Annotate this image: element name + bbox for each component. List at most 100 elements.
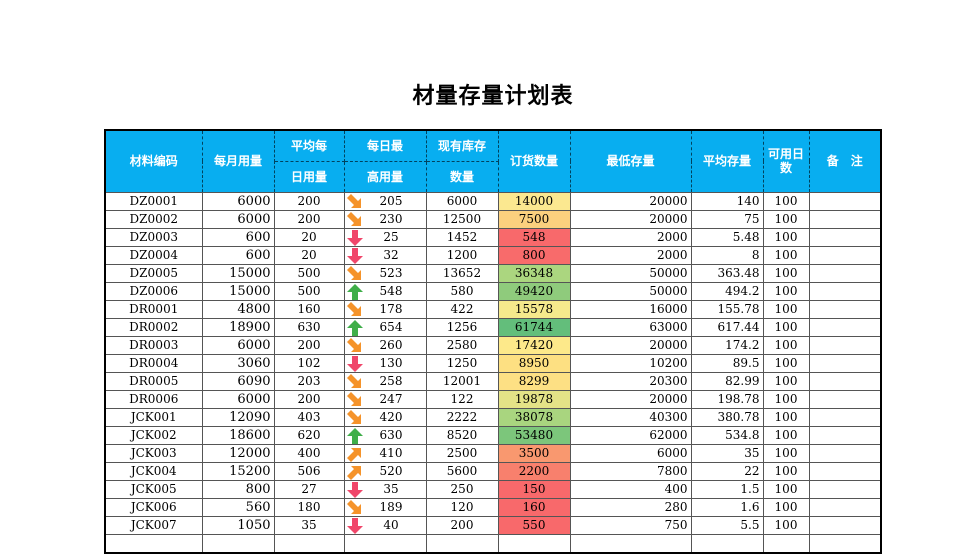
- cell-note[interactable]: [808, 209, 882, 229]
- cell-avg-daily[interactable]: 102: [273, 353, 345, 373]
- cell-monthly-usage[interactable]: 6000: [201, 191, 275, 211]
- cell-order-qty[interactable]: 550: [497, 515, 571, 535]
- cell-stock[interactable]: 12001: [425, 371, 499, 391]
- cell-material-code[interactable]: JCK007: [104, 515, 203, 535]
- cell-note[interactable]: [808, 371, 882, 391]
- header-avg-daily-bottom[interactable]: 日用量: [273, 161, 345, 192]
- cell-min-stock[interactable]: 16000: [569, 299, 692, 319]
- cell-avg-daily[interactable]: 27: [273, 479, 345, 499]
- cell-min-stock[interactable]: 400: [569, 479, 692, 499]
- cell-material-code[interactable]: JCK004: [104, 461, 203, 481]
- cell-avg-daily[interactable]: 20: [273, 245, 345, 265]
- cell-avg-stock[interactable]: 5.5: [690, 515, 764, 535]
- cell-note[interactable]: [808, 425, 882, 445]
- cell-stock[interactable]: 250: [425, 479, 499, 499]
- cell-note[interactable]: [808, 299, 882, 319]
- cell-material-code[interactable]: DR0002: [104, 317, 203, 337]
- cell-monthly-usage[interactable]: 12090: [201, 407, 275, 427]
- cell-note[interactable]: [808, 407, 882, 427]
- cell-min-stock[interactable]: 62000: [569, 425, 692, 445]
- cell-min-stock[interactable]: 50000: [569, 281, 692, 301]
- cell-note[interactable]: [808, 245, 882, 265]
- cell-order-qty[interactable]: 7500: [497, 209, 571, 229]
- cell-monthly-usage[interactable]: 800: [201, 479, 275, 499]
- cell-min-stock[interactable]: 40300: [569, 407, 692, 427]
- header-max-daily-top[interactable]: 每日最: [343, 130, 427, 162]
- cell-material-code[interactable]: JCK005: [104, 479, 203, 499]
- cell-avg-stock[interactable]: 35: [690, 443, 764, 463]
- cell-order-qty[interactable]: 19878: [497, 389, 571, 409]
- cell-max-daily[interactable]: 520: [343, 461, 427, 481]
- cell-min-stock[interactable]: 2000: [569, 227, 692, 247]
- cell-avg-daily[interactable]: 630: [273, 317, 345, 337]
- cell-min-stock[interactable]: 7800: [569, 461, 692, 481]
- cell-min-stock[interactable]: 63000: [569, 317, 692, 337]
- cell-min-stock[interactable]: 20000: [569, 191, 692, 211]
- cell-avg-stock[interactable]: 174.2: [690, 335, 764, 355]
- cell-max-daily[interactable]: 258: [343, 371, 427, 391]
- cell-order-qty[interactable]: 61744: [497, 317, 571, 337]
- cell-max-daily[interactable]: 654: [343, 317, 427, 337]
- cell-empty[interactable]: [762, 533, 810, 553]
- cell-stock[interactable]: 12500: [425, 209, 499, 229]
- cell-avg-daily[interactable]: 203: [273, 371, 345, 391]
- cell-stock[interactable]: 120: [425, 497, 499, 517]
- cell-usable-days[interactable]: 100: [762, 479, 810, 499]
- cell-avg-stock[interactable]: 89.5: [690, 353, 764, 373]
- cell-usable-days[interactable]: 100: [762, 299, 810, 319]
- cell-material-code[interactable]: DR0003: [104, 335, 203, 355]
- cell-stock[interactable]: 2500: [425, 443, 499, 463]
- cell-material-code[interactable]: DZ0004: [104, 245, 203, 265]
- cell-usable-days[interactable]: 100: [762, 353, 810, 373]
- cell-avg-daily[interactable]: 20: [273, 227, 345, 247]
- cell-usable-days[interactable]: 100: [762, 497, 810, 517]
- cell-usable-days[interactable]: 100: [762, 407, 810, 427]
- cell-note[interactable]: [808, 191, 882, 211]
- cell-usable-days[interactable]: 100: [762, 443, 810, 463]
- cell-material-code[interactable]: DZ0005: [104, 263, 203, 283]
- cell-monthly-usage[interactable]: 15200: [201, 461, 275, 481]
- cell-stock[interactable]: 422: [425, 299, 499, 319]
- header-stock-bottom[interactable]: 数量: [425, 161, 499, 192]
- cell-material-code[interactable]: DR0006: [104, 389, 203, 409]
- cell-max-daily[interactable]: 630: [343, 425, 427, 445]
- cell-monthly-usage[interactable]: 3060: [201, 353, 275, 373]
- cell-note[interactable]: [808, 479, 882, 499]
- cell-stock[interactable]: 13652: [425, 263, 499, 283]
- cell-empty[interactable]: [273, 533, 345, 553]
- cell-max-daily[interactable]: 189: [343, 497, 427, 517]
- cell-order-qty[interactable]: 38078: [497, 407, 571, 427]
- cell-note[interactable]: [808, 317, 882, 337]
- cell-usable-days[interactable]: 100: [762, 461, 810, 481]
- cell-monthly-usage[interactable]: 12000: [201, 443, 275, 463]
- cell-max-daily[interactable]: 32: [343, 245, 427, 265]
- cell-usable-days[interactable]: 100: [762, 335, 810, 355]
- cell-material-code[interactable]: DZ0001: [104, 191, 203, 211]
- cell-note[interactable]: [808, 353, 882, 373]
- header-monthly-usage[interactable]: 每月用量: [201, 130, 275, 192]
- cell-avg-stock[interactable]: 5.48: [690, 227, 764, 247]
- cell-monthly-usage[interactable]: 600: [201, 227, 275, 247]
- cell-empty[interactable]: [569, 533, 692, 553]
- cell-order-qty[interactable]: 8950: [497, 353, 571, 373]
- cell-order-qty[interactable]: 3500: [497, 443, 571, 463]
- cell-usable-days[interactable]: 100: [762, 245, 810, 265]
- cell-monthly-usage[interactable]: 18900: [201, 317, 275, 337]
- cell-material-code[interactable]: DZ0003: [104, 227, 203, 247]
- cell-usable-days[interactable]: 100: [762, 317, 810, 337]
- cell-material-code[interactable]: JCK002: [104, 425, 203, 445]
- cell-usable-days[interactable]: 100: [762, 191, 810, 211]
- cell-note[interactable]: [808, 515, 882, 535]
- cell-stock[interactable]: 5600: [425, 461, 499, 481]
- cell-note[interactable]: [808, 461, 882, 481]
- cell-order-qty[interactable]: 36348: [497, 263, 571, 283]
- header-order-qty[interactable]: 订货数量: [497, 130, 571, 192]
- cell-material-code[interactable]: JCK001: [104, 407, 203, 427]
- cell-avg-daily[interactable]: 200: [273, 335, 345, 355]
- cell-avg-daily[interactable]: 500: [273, 281, 345, 301]
- cell-avg-daily[interactable]: 403: [273, 407, 345, 427]
- cell-order-qty[interactable]: 2200: [497, 461, 571, 481]
- cell-order-qty[interactable]: 49420: [497, 281, 571, 301]
- header-avg-stock[interactable]: 平均存量: [690, 130, 764, 192]
- cell-monthly-usage[interactable]: 18600: [201, 425, 275, 445]
